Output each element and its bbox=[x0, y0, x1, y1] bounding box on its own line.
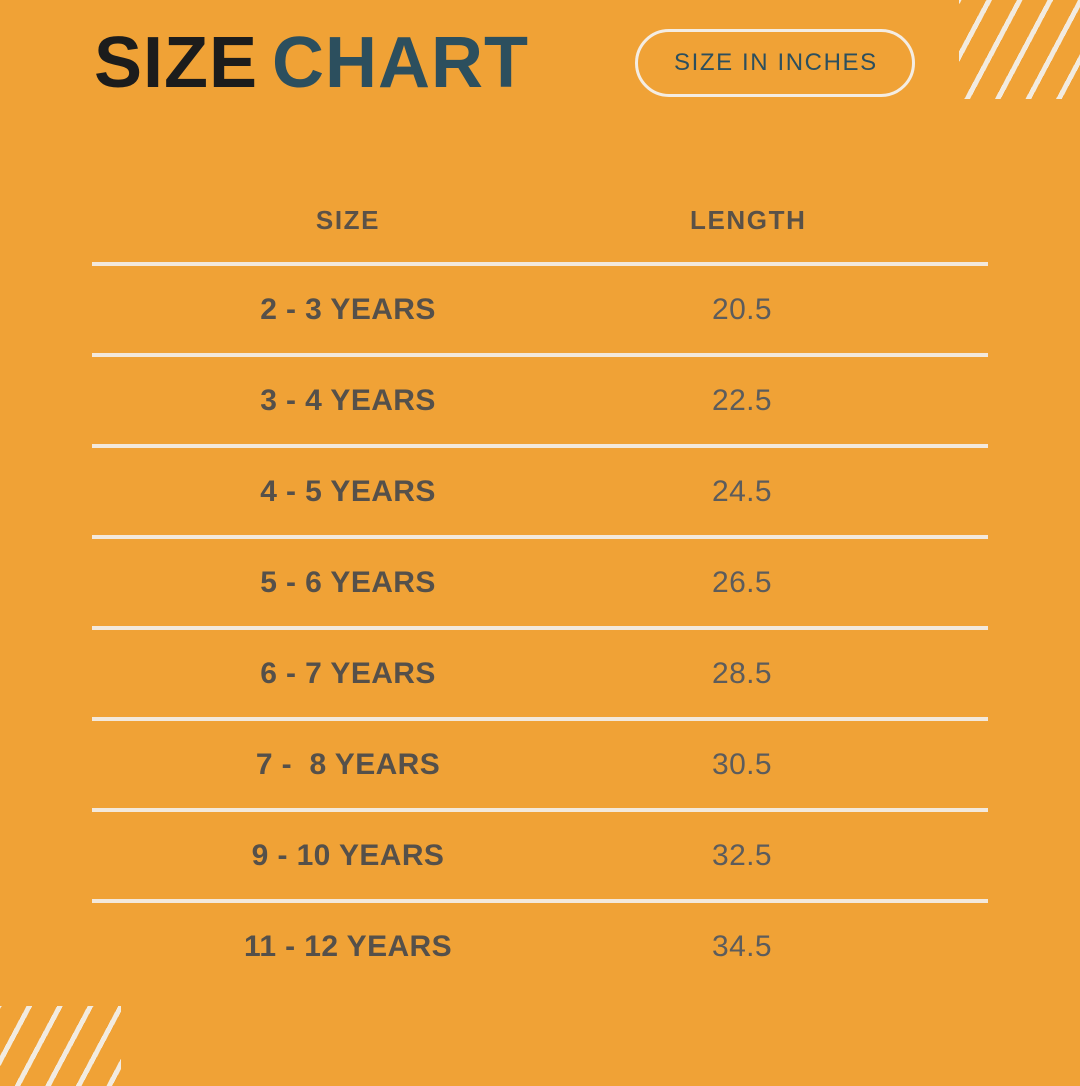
row-divider bbox=[92, 353, 988, 357]
row-divider bbox=[92, 262, 988, 266]
row-divider bbox=[92, 899, 988, 903]
cell-length: 32.5 bbox=[712, 838, 772, 872]
cell-size: 9 - 10 YEARS bbox=[251, 838, 445, 872]
row-divider bbox=[92, 626, 988, 630]
table-body: 2 - 3 YEARS 20.5 3 - 4 YEARS 22.5 4 - 5 YEAR… bbox=[92, 262, 988, 990]
row-divider bbox=[92, 717, 988, 721]
size-unit-badge: SIZE IN INCHES bbox=[635, 29, 915, 97]
cell-size: 5 - 6 YEARS bbox=[260, 565, 436, 599]
table-row: 11 - 12 YEARS 34.5 bbox=[92, 903, 988, 990]
cell-length: 34.5 bbox=[712, 929, 772, 963]
table-row: 9 - 10 YEARS 32.5 bbox=[92, 812, 988, 899]
table-row: 3 - 4 YEARS 22.5 bbox=[92, 357, 988, 444]
row-divider bbox=[92, 808, 988, 812]
cell-length: 22.5 bbox=[712, 383, 772, 417]
cell-size: 4 - 5 YEARS bbox=[260, 474, 436, 508]
table-row: 5 - 6 YEARS 26.5 bbox=[92, 539, 988, 626]
table-row: 7 - 8 YEARS 30.5 bbox=[92, 721, 988, 808]
table-row: 2 - 3 YEARS 20.5 bbox=[92, 266, 988, 353]
cell-length: 26.5 bbox=[712, 565, 772, 599]
header: SIZE CHART SIZE IN INCHES bbox=[0, 0, 1080, 126]
table-row: 6 - 7 YEARS 28.5 bbox=[92, 630, 988, 717]
page-title: SIZE CHART bbox=[94, 27, 529, 99]
cell-length: 30.5 bbox=[712, 747, 772, 781]
cell-size: 3 - 4 YEARS bbox=[260, 383, 436, 417]
cell-size: 7 - 8 YEARS bbox=[255, 747, 441, 781]
column-header-length: LENGTH bbox=[690, 205, 807, 235]
cell-size: 6 - 7 YEARS bbox=[260, 656, 436, 690]
size-chart-table: SIZE LENGTH 2 - 3 YEARS 20.5 3 - 4 YEARS 22… bbox=[92, 178, 988, 990]
cell-length: 24.5 bbox=[712, 474, 772, 508]
page-title-size: SIZE bbox=[94, 23, 259, 103]
table-row: 4 - 5 YEARS 24.5 bbox=[92, 448, 988, 535]
row-divider bbox=[92, 535, 988, 539]
cell-size: 2 - 3 YEARS bbox=[260, 292, 436, 326]
cell-length: 20.5 bbox=[712, 292, 772, 326]
row-divider bbox=[92, 444, 988, 448]
cell-size: 11 - 12 YEARS bbox=[243, 929, 453, 963]
stripes-bottom-left-decoration bbox=[0, 1006, 121, 1086]
page-title-chart: CHART bbox=[272, 23, 529, 103]
column-header-size: SIZE bbox=[315, 205, 381, 235]
table-header-row: SIZE LENGTH bbox=[92, 178, 988, 262]
cell-length: 28.5 bbox=[712, 656, 772, 690]
